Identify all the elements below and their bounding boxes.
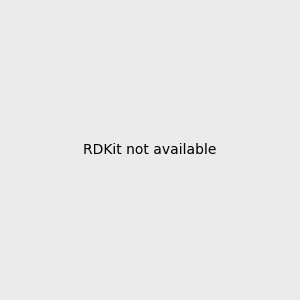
Text: RDKit not available: RDKit not available [83, 143, 217, 157]
